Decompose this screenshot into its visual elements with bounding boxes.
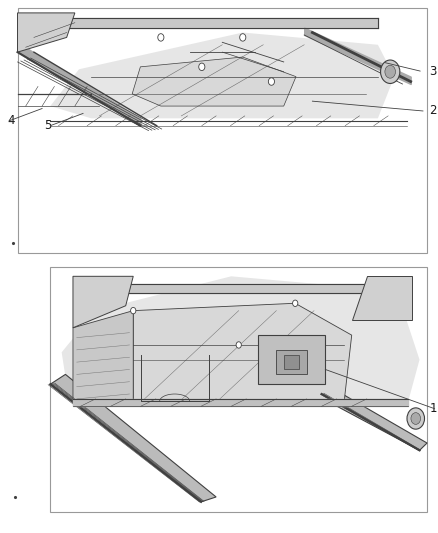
Circle shape <box>385 66 396 78</box>
Polygon shape <box>314 384 427 450</box>
Polygon shape <box>73 311 133 401</box>
Text: 2: 2 <box>429 104 437 117</box>
Bar <box>50 266 427 512</box>
Polygon shape <box>132 57 296 106</box>
Circle shape <box>236 342 241 348</box>
Circle shape <box>131 308 136 314</box>
Text: 4: 4 <box>8 114 15 127</box>
Circle shape <box>411 413 420 424</box>
Bar <box>258 335 325 384</box>
Text: 5: 5 <box>44 119 51 132</box>
Circle shape <box>158 34 164 41</box>
Circle shape <box>293 300 298 306</box>
Circle shape <box>381 60 400 84</box>
Bar <box>276 350 307 374</box>
Polygon shape <box>50 33 394 118</box>
Polygon shape <box>18 13 75 52</box>
Polygon shape <box>62 276 420 401</box>
Polygon shape <box>73 276 133 328</box>
Circle shape <box>407 408 424 429</box>
Circle shape <box>240 34 246 41</box>
Bar <box>18 8 427 253</box>
Bar <box>284 355 299 369</box>
Text: 1: 1 <box>429 402 437 415</box>
Circle shape <box>268 78 275 85</box>
Text: 3: 3 <box>429 65 437 78</box>
Polygon shape <box>50 374 216 502</box>
Polygon shape <box>133 303 352 401</box>
Circle shape <box>199 63 205 70</box>
Polygon shape <box>352 276 412 320</box>
